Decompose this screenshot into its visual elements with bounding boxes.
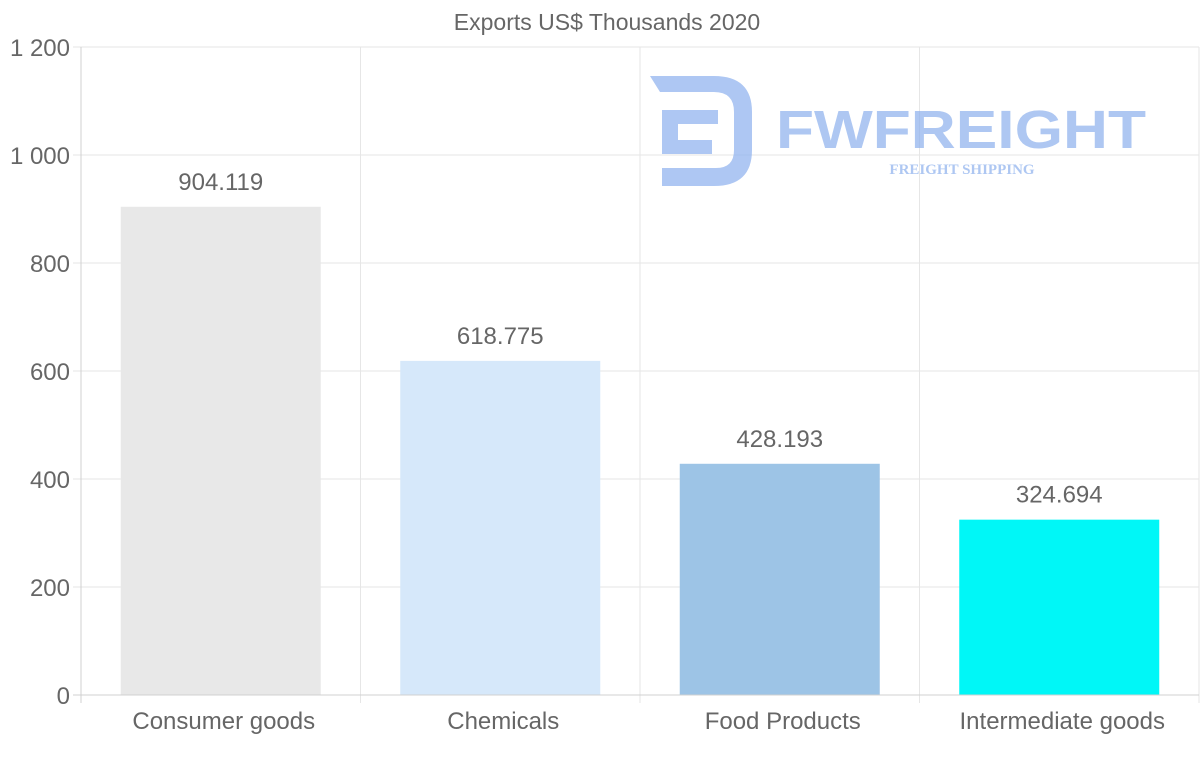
data-label: 428.193 [736, 426, 823, 453]
y-axis-tick-labels: 0 200 400 600 800 1 000 1 200 [10, 35, 70, 710]
x-tick-label: Intermediate goods [960, 708, 1165, 735]
y-tick-label: 0 [57, 683, 70, 710]
x-tick-label: Chemicals [447, 708, 559, 735]
bar-consumer-goods [120, 206, 321, 695]
y-tick-label: 1 000 [10, 143, 70, 170]
y-tick-label: 1 200 [10, 35, 70, 62]
y-tick-label: 600 [30, 359, 70, 386]
logo-mark-icon [650, 76, 752, 186]
chart-title: Exports US$ Thousands 2020 [454, 9, 760, 35]
y-tick-label: 400 [30, 467, 70, 494]
x-tick-label: Consumer goods [132, 708, 315, 735]
fwfreight-logo: FWFREIGHT FREIGHT SHIPPING [650, 76, 1146, 186]
data-label: 904.119 [178, 169, 263, 196]
data-label: 618.775 [457, 323, 544, 350]
logo-tagline-text: FREIGHT SHIPPING [889, 162, 1034, 178]
x-tick-label: Food Products [705, 708, 861, 735]
bar-food-products [679, 463, 880, 695]
bar-chemicals [400, 360, 601, 695]
axes [73, 47, 1199, 703]
data-labels: 904.119 618.775 428.193 324.694 [178, 169, 1102, 509]
y-tick-label: 200 [30, 575, 70, 602]
bars [120, 206, 1160, 695]
logo-brand-text: FWFREIGHT [776, 100, 1146, 160]
bar-intermediate-goods [959, 519, 1160, 695]
x-axis-tick-labels: Consumer goods Chemicals Food Products Inte… [132, 708, 1165, 735]
data-label: 324.694 [1016, 482, 1103, 509]
y-tick-label: 800 [30, 251, 70, 278]
